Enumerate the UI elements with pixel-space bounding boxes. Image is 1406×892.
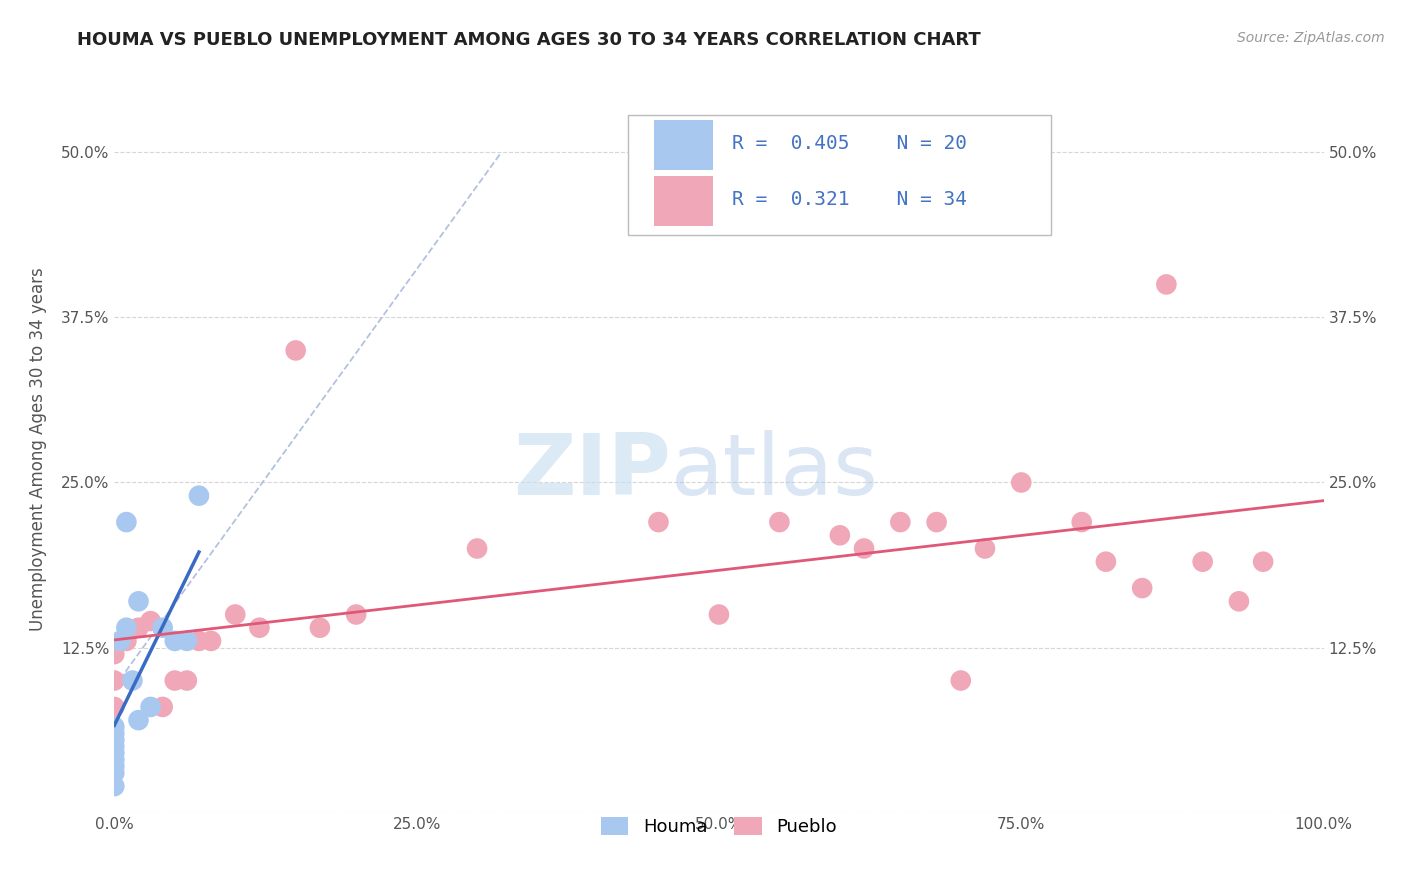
Point — [103, 739, 125, 754]
Point — [1070, 515, 1092, 529]
Point — [152, 700, 174, 714]
Point — [224, 607, 246, 622]
Point — [103, 759, 125, 773]
Point — [121, 673, 143, 688]
Point — [647, 515, 669, 529]
Point — [103, 673, 125, 688]
Text: R =  0.405    N = 20: R = 0.405 N = 20 — [733, 134, 967, 153]
Point — [1227, 594, 1250, 608]
Text: ZIP: ZIP — [513, 430, 671, 513]
Point — [974, 541, 997, 556]
Point — [768, 515, 790, 529]
Point — [1130, 581, 1153, 595]
Point — [889, 515, 911, 529]
Text: Source: ZipAtlas.com: Source: ZipAtlas.com — [1237, 31, 1385, 45]
Point — [103, 753, 125, 767]
Point — [249, 621, 271, 635]
Point — [949, 673, 972, 688]
Point — [115, 634, 138, 648]
Point — [344, 607, 367, 622]
Y-axis label: Unemployment Among Ages 30 to 34 years: Unemployment Among Ages 30 to 34 years — [30, 268, 46, 632]
Point — [465, 541, 488, 556]
Text: R =  0.321    N = 34: R = 0.321 N = 34 — [733, 190, 967, 209]
Point — [188, 489, 211, 503]
Point — [115, 621, 138, 635]
Point — [103, 746, 125, 760]
Point — [853, 541, 876, 556]
Point — [1010, 475, 1032, 490]
Point — [103, 726, 125, 740]
Point — [103, 720, 125, 734]
FancyBboxPatch shape — [654, 177, 713, 227]
Text: atlas: atlas — [671, 430, 879, 513]
Point — [103, 766, 125, 780]
Point — [103, 647, 125, 661]
Point — [128, 594, 150, 608]
Point — [1251, 555, 1274, 569]
Point — [139, 614, 162, 628]
Point — [103, 779, 125, 793]
Point — [200, 634, 222, 648]
Point — [128, 621, 150, 635]
Point — [163, 673, 186, 688]
Legend: Houma, Pueblo: Houma, Pueblo — [595, 810, 844, 844]
Point — [163, 634, 186, 648]
Point — [176, 634, 198, 648]
Point — [1156, 277, 1178, 292]
FancyBboxPatch shape — [628, 115, 1052, 235]
Point — [128, 713, 150, 727]
Point — [284, 343, 307, 358]
Point — [188, 634, 211, 648]
Point — [110, 634, 132, 648]
Point — [176, 673, 198, 688]
Point — [115, 515, 138, 529]
Point — [139, 700, 162, 714]
Point — [828, 528, 851, 542]
Point — [1191, 555, 1213, 569]
FancyBboxPatch shape — [654, 120, 713, 170]
Point — [925, 515, 948, 529]
Text: HOUMA VS PUEBLO UNEMPLOYMENT AMONG AGES 30 TO 34 YEARS CORRELATION CHART: HOUMA VS PUEBLO UNEMPLOYMENT AMONG AGES … — [77, 31, 981, 49]
Point — [103, 700, 125, 714]
Point — [103, 733, 125, 747]
Point — [707, 607, 730, 622]
Point — [309, 621, 332, 635]
Point — [152, 621, 174, 635]
Point — [1095, 555, 1118, 569]
